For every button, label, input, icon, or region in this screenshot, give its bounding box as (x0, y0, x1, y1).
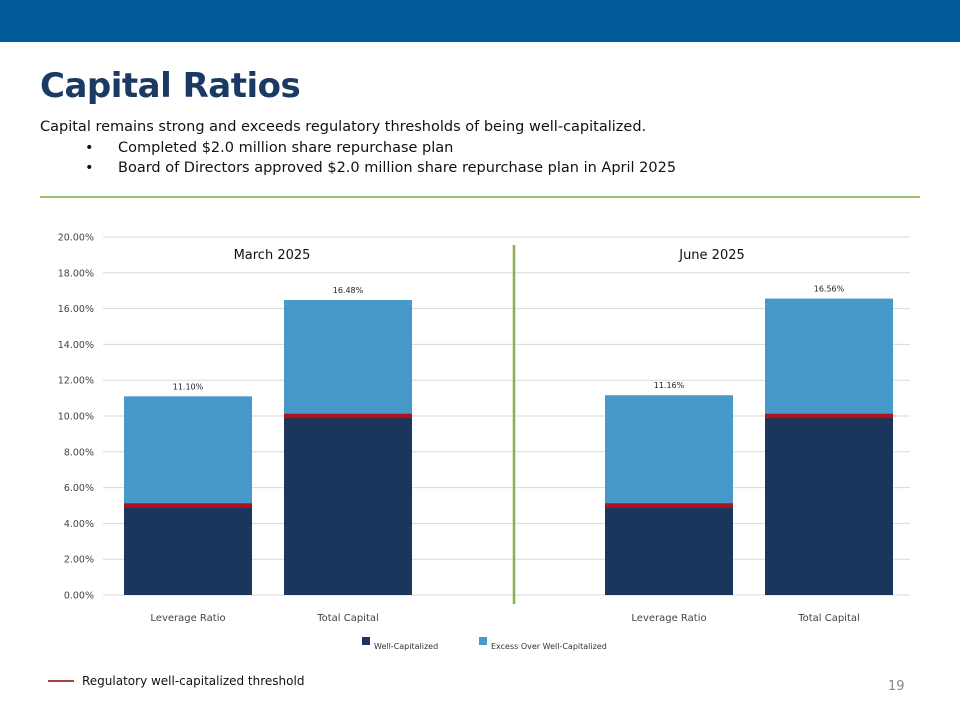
y-tick-label: 6.00% (64, 483, 94, 494)
bar-well-capitalized (284, 416, 412, 595)
bar-excess (765, 298, 893, 416)
legend-swatch-well-capitalized (362, 637, 370, 645)
legend-swatch-excess (479, 637, 487, 645)
bullet-list: • Completed $2.0 million share repurchase… (85, 138, 676, 178)
y-tick-label: 0.00% (64, 591, 94, 602)
y-tick-label: 2.00% (64, 555, 94, 566)
threshold-legend-label: Regulatory well-capitalized threshold (82, 674, 305, 688)
bar-total-label: 11.16% (654, 381, 685, 390)
bullet-text: Completed $2.0 million share repurchase … (118, 140, 454, 156)
bar-total-label: 11.10% (173, 382, 204, 391)
threshold-legend: Regulatory well-capitalized threshold (48, 674, 304, 688)
y-tick-label: 18.00% (58, 268, 94, 279)
group-title: March 2025 (234, 248, 311, 263)
bullet-item: • Board of Directors approved $2.0 millio… (85, 158, 676, 178)
group-title: June 2025 (678, 248, 745, 263)
bar-well-capitalized (124, 505, 252, 595)
bar-excess (284, 300, 412, 416)
bar-well-capitalized (765, 416, 893, 595)
subtitle: Capital remains strong and exceeds regul… (40, 119, 647, 135)
bar-well-capitalized (605, 505, 733, 595)
y-tick-label: 12.00% (58, 376, 94, 387)
x-category-label: Total Capital (797, 613, 860, 624)
page-title: Capital Ratios (40, 66, 301, 106)
divider-rule (40, 196, 920, 198)
bar-total-label: 16.56% (814, 285, 845, 294)
capital-ratios-chart: 0.00% 2.00% 4.00% 6.00% 8.00% 10.00% 12.00% 14.… (58, 233, 910, 651)
bullet-icon: • (85, 160, 94, 176)
bar-total-label: 16.48% (333, 286, 364, 295)
y-tick-label: 8.00% (64, 447, 94, 458)
x-category-label: Total Capital (316, 613, 379, 624)
y-tick-label: 20.00% (58, 233, 94, 244)
bar-excess (605, 395, 733, 506)
bullet-icon: • (85, 140, 94, 156)
page-number: 19 (888, 679, 905, 694)
bullet-item: • Completed $2.0 million share repurchase… (85, 138, 676, 158)
legend-label: Excess Over Well-Capitalized (491, 642, 607, 651)
x-category-label: Leverage Ratio (631, 613, 706, 624)
threshold-line-icon (48, 680, 74, 682)
x-category-label: Leverage Ratio (150, 613, 225, 624)
y-tick-label: 14.00% (58, 340, 94, 351)
bar-excess (124, 396, 252, 506)
legend-label: Well-Capitalized (374, 642, 438, 651)
y-tick-label: 10.00% (58, 412, 94, 423)
y-tick-label: 16.00% (58, 304, 94, 315)
bullet-text: Board of Directors approved $2.0 million… (118, 160, 677, 176)
header-band (0, 0, 960, 42)
y-tick-label: 4.00% (64, 519, 94, 530)
